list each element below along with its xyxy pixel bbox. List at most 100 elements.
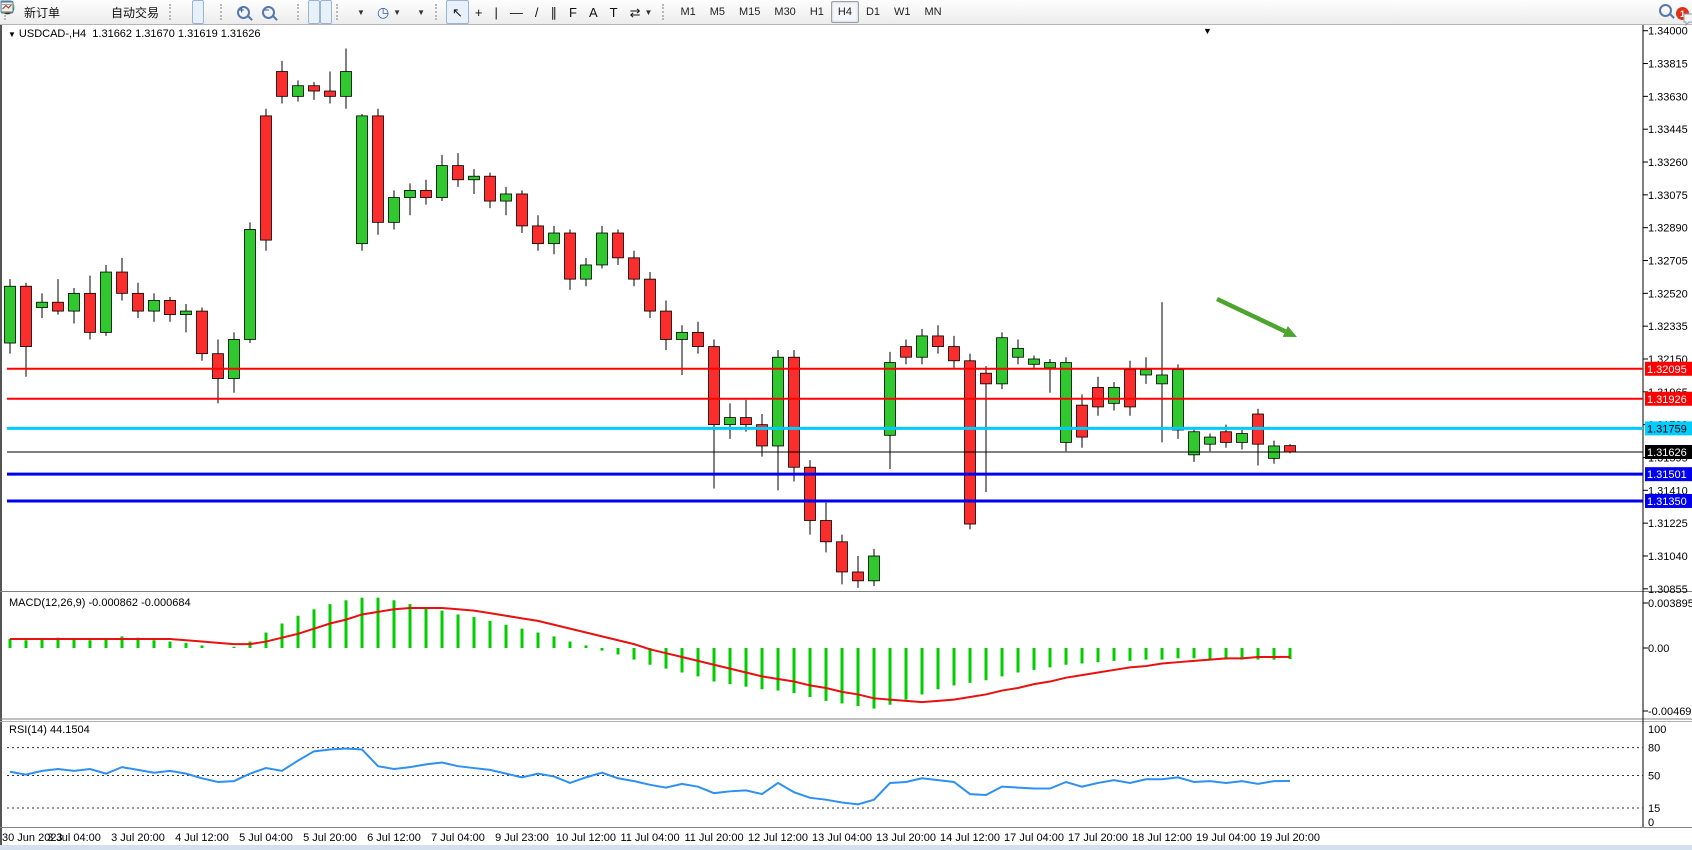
- timeframe-m30-button[interactable]: M30: [774, 6, 796, 18]
- candle[interactable]: [772, 356, 784, 447]
- candle[interactable]: [292, 85, 304, 97]
- horizontal-line-tool[interactable]: —: [504, 0, 529, 24]
- auto-scroll-button[interactable]: [1, 0, 321, 24]
- market-watch-button[interactable]: [1, 0, 78, 24]
- candle[interactable]: [260, 115, 272, 241]
- candle[interactable]: [1124, 369, 1136, 408]
- toolbar-grip[interactable]: [662, 4, 670, 20]
- candle[interactable]: [420, 190, 432, 198]
- candle[interactable]: [532, 225, 544, 245]
- candle[interactable]: [244, 229, 256, 340]
- candle[interactable]: [1076, 404, 1088, 438]
- timeframe-m5-button[interactable]: M5: [709, 6, 725, 18]
- candle[interactable]: [4, 285, 16, 344]
- candle[interactable]: [628, 257, 640, 280]
- candle[interactable]: [692, 331, 704, 347]
- candle[interactable]: [1284, 445, 1296, 453]
- candle[interactable]: [820, 520, 832, 543]
- candle[interactable]: [836, 541, 848, 573]
- candle[interactable]: [868, 555, 880, 582]
- candle[interactable]: [52, 301, 64, 312]
- candle[interactable]: [516, 193, 528, 227]
- candle[interactable]: [916, 335, 928, 358]
- signals-button[interactable]: [0, 0, 102, 24]
- candle[interactable]: [1172, 369, 1184, 431]
- fibonacci-tool[interactable]: F: [563, 0, 583, 24]
- candle[interactable]: [1060, 362, 1072, 443]
- candle[interactable]: [164, 300, 176, 316]
- symbol-info-line[interactable]: ▼ USDCAD-,H4 1.31662 1.31670 1.31619 1.31…: [8, 28, 261, 40]
- candle[interactable]: [436, 165, 448, 198]
- candle[interactable]: [1092, 386, 1104, 408]
- candle[interactable]: [500, 193, 512, 202]
- candle[interactable]: [84, 292, 96, 333]
- trendline-tool[interactable]: /: [529, 0, 545, 24]
- candle[interactable]: [180, 310, 192, 316]
- text-tool[interactable]: A: [583, 0, 604, 24]
- candle[interactable]: [36, 301, 48, 308]
- toolbar-grip[interactable]: [169, 4, 177, 20]
- candle[interactable]: [948, 346, 960, 362]
- timeframe-w1-button[interactable]: W1: [894, 6, 911, 18]
- indicators-button[interactable]: ▼: [0, 0, 371, 24]
- search-icon[interactable]: [1659, 4, 1672, 20]
- candle[interactable]: [548, 232, 560, 245]
- candle[interactable]: [1220, 431, 1232, 443]
- candle[interactable]: [900, 346, 912, 358]
- bars-chart-button[interactable]: [1, 0, 192, 24]
- candle[interactable]: [148, 300, 160, 312]
- candle[interactable]: [324, 90, 336, 97]
- candle[interactable]: [740, 417, 752, 426]
- timeframe-m1-button[interactable]: M1: [680, 6, 696, 18]
- candle[interactable]: [468, 175, 480, 181]
- macd-pane[interactable]: 0.003895 0.00 -0.004699: [8, 597, 1692, 718]
- candle[interactable]: [852, 571, 864, 582]
- candle[interactable]: [484, 175, 496, 202]
- tile-windows-button[interactable]: [1, 0, 293, 24]
- chart-corner-marker[interactable]: ▼: [1203, 26, 1212, 36]
- candle[interactable]: [1140, 369, 1152, 376]
- candle[interactable]: [1204, 436, 1216, 445]
- toolbar-grip[interactable]: [336, 4, 344, 20]
- candle[interactable]: [276, 71, 288, 97]
- new-order-button[interactable]: 新订单: [1, 0, 66, 24]
- candle[interactable]: [388, 197, 400, 223]
- cursor-tool[interactable]: ↖: [446, 0, 469, 24]
- candle[interactable]: [676, 331, 688, 340]
- candle[interactable]: [212, 353, 224, 379]
- candle[interactable]: [756, 424, 768, 447]
- toolbar-grip[interactable]: [220, 4, 228, 20]
- candle[interactable]: [996, 337, 1008, 385]
- channel-tool[interactable]: ∥: [545, 0, 564, 24]
- zoom-out-button[interactable]: −: [256, 0, 281, 24]
- candle[interactable]: [788, 356, 800, 468]
- candle[interactable]: [1156, 374, 1168, 385]
- candle[interactable]: [100, 271, 112, 333]
- candle[interactable]: [1236, 433, 1248, 443]
- candle[interactable]: [196, 310, 208, 355]
- arrow-annotation[interactable]: [1216, 296, 1297, 337]
- vertical-line-tool[interactable]: |: [489, 0, 504, 24]
- autotrading-button[interactable]: 自动交易: [1, 0, 165, 24]
- timeframe-m15-button[interactable]: M15: [739, 6, 761, 18]
- candle[interactable]: [1108, 386, 1120, 404]
- candle[interactable]: [932, 335, 944, 347]
- candle[interactable]: [228, 339, 240, 379]
- candle[interactable]: [308, 85, 320, 92]
- profile-button[interactable]: [1, 0, 90, 24]
- candle[interactable]: [644, 278, 656, 312]
- candle[interactable]: [116, 271, 128, 294]
- expand-triangle-icon[interactable]: ▼: [8, 30, 16, 39]
- candle[interactable]: [1012, 347, 1024, 358]
- candle[interactable]: [964, 360, 976, 525]
- candle[interactable]: [132, 292, 144, 312]
- zoom-in-button[interactable]: +: [231, 0, 256, 24]
- toolbar-grip[interactable]: [297, 4, 305, 20]
- timeframe-d1-button[interactable]: D1: [865, 6, 880, 18]
- candle[interactable]: [580, 264, 592, 280]
- candle[interactable]: [724, 417, 736, 426]
- line-chart-button[interactable]: [0, 0, 216, 24]
- templates-button[interactable]: ▼: [0, 0, 431, 24]
